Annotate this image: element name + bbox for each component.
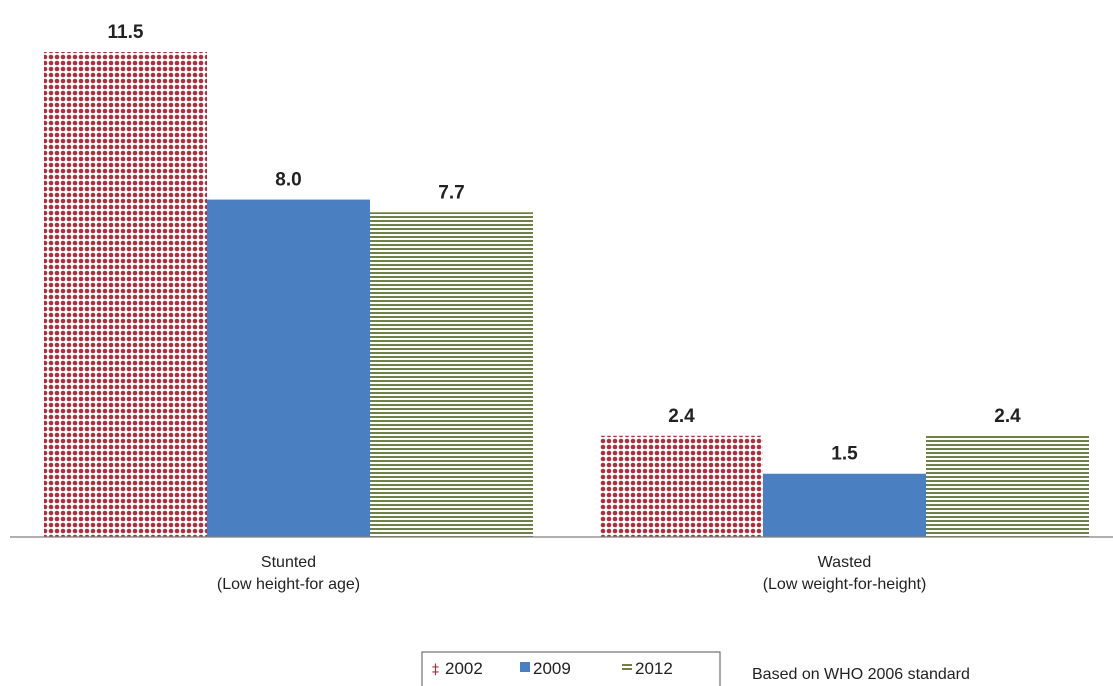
legend-marker-2002: ‡ bbox=[432, 662, 439, 678]
category-label-stunted: Stunted bbox=[261, 554, 316, 571]
bar-2012-stunted bbox=[370, 212, 533, 537]
category-label-wasted: Wasted bbox=[818, 554, 872, 571]
chart-annotation: Based on WHO 2006 standard bbox=[752, 666, 970, 683]
legend-label-2002: 2002 bbox=[445, 659, 483, 678]
legend-item-2012: 2012 bbox=[622, 659, 673, 678]
legend-label-2009: 2009 bbox=[533, 659, 571, 678]
legend-item-2009: 2009 bbox=[520, 659, 571, 678]
legend-marker-2012 bbox=[622, 662, 632, 672]
bars-group bbox=[44, 52, 1089, 537]
value-label-2012-wasted: 2.4 bbox=[994, 406, 1021, 427]
bar-2002-stunted bbox=[44, 52, 207, 537]
value-label-2002-stunted: 11.5 bbox=[108, 22, 144, 43]
legend: ‡ 2002 2009 2012 bbox=[421, 651, 721, 686]
bar-2009-wasted bbox=[763, 473, 926, 537]
bar-2012-wasted bbox=[926, 435, 1089, 537]
legend-label-2012: 2012 bbox=[635, 659, 673, 678]
legend-marker-2009 bbox=[520, 662, 530, 672]
bar-2002-wasted bbox=[600, 435, 763, 537]
legend-box bbox=[421, 651, 721, 686]
value-label-2002-wasted: 2.4 bbox=[668, 406, 695, 427]
category-label-wasted-subtitle: (Low weight-for-height) bbox=[763, 576, 927, 593]
legend-item-2002: ‡ 2002 bbox=[432, 659, 483, 678]
value-labels-group: 11.5 8.0 7.7 2.4 1.5 2.4 bbox=[108, 22, 1022, 465]
value-label-2009-wasted: 1.5 bbox=[831, 444, 858, 465]
category-label-stunted-subtitle: (Low height-for age) bbox=[217, 576, 360, 593]
value-label-2009-stunted: 8.0 bbox=[275, 170, 301, 191]
category-labels-group: Stunted (Low height-for age) Wasted (Low we… bbox=[217, 554, 926, 593]
value-label-2012-stunted: 7.7 bbox=[438, 182, 464, 203]
bar-2009-stunted bbox=[207, 199, 370, 537]
